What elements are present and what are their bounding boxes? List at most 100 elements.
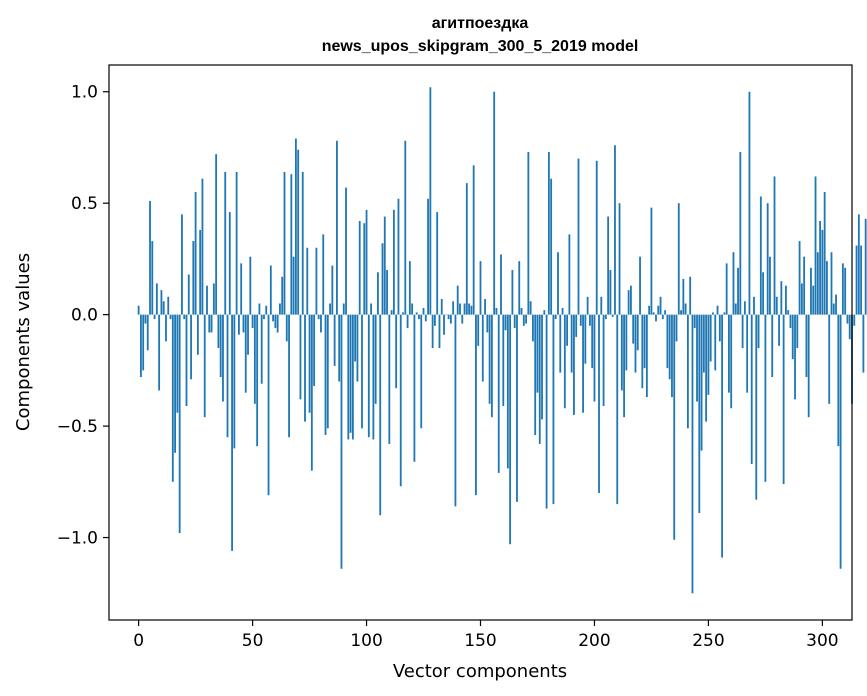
bar-259 (728, 314, 730, 393)
bar-217 (632, 314, 635, 344)
bar-2 (142, 314, 145, 371)
bar-311 (846, 314, 849, 324)
bar-40 (228, 212, 231, 315)
bar-192 (575, 314, 578, 337)
bar-260 (730, 314, 733, 409)
bar-120 (411, 303, 414, 315)
bar-248 (702, 314, 705, 373)
bar-38 (224, 171, 227, 315)
bar-158 (497, 314, 500, 473)
bar-103 (372, 314, 375, 440)
bar-22 (187, 274, 190, 315)
bar-25 (194, 192, 197, 315)
bar-121 (413, 314, 416, 462)
bar-90 (342, 303, 345, 315)
bar-142 (461, 314, 464, 324)
bar-255 (718, 314, 721, 342)
bar-47 (244, 314, 247, 393)
bar-218 (634, 314, 637, 373)
bar-193 (577, 158, 580, 315)
bar-219 (636, 314, 639, 351)
bar-91 (345, 187, 347, 315)
bar-215 (627, 290, 630, 315)
bar-279 (773, 176, 776, 315)
bar-225 (650, 207, 653, 315)
bar-166 (516, 314, 518, 502)
bar-305 (832, 303, 835, 315)
bar-314 (853, 314, 856, 326)
bar-307 (837, 314, 840, 447)
bar-138 (452, 301, 455, 315)
bar-147 (472, 165, 475, 315)
bar-122 (415, 312, 418, 315)
bar-178 (543, 310, 546, 315)
bar-26 (196, 314, 199, 355)
bar-281 (778, 314, 780, 346)
bar-303 (828, 314, 831, 404)
bar-119 (408, 261, 411, 315)
bar-4 (146, 314, 149, 351)
bar-253 (714, 314, 717, 371)
bar-263 (737, 267, 739, 315)
bar-109 (386, 270, 388, 315)
bar-285 (787, 310, 790, 315)
bar-273 (759, 196, 762, 315)
bar-111 (390, 310, 393, 315)
bar-156 (493, 91, 496, 315)
bar-79 (317, 314, 320, 320)
bar-101 (367, 314, 370, 438)
bar-135 (445, 314, 448, 316)
bar-262 (734, 303, 737, 315)
bar-210 (616, 314, 619, 505)
bar-35 (217, 314, 220, 349)
bar-197 (586, 296, 589, 315)
bar-53 (258, 303, 261, 315)
bar-282 (780, 281, 783, 315)
bar-152 (484, 299, 486, 315)
bar-42 (233, 314, 236, 449)
bar-252 (712, 312, 714, 315)
bar-77 (313, 314, 316, 386)
bar-309 (841, 263, 844, 315)
bar-266 (743, 301, 746, 315)
bar-54 (260, 314, 263, 384)
bar-7 (153, 314, 156, 320)
bar-270 (753, 296, 755, 315)
bar-177 (541, 314, 543, 420)
bar-199 (591, 314, 594, 369)
y-tick-label: −0.5 (57, 417, 98, 437)
bar-49 (249, 256, 252, 315)
bar-83 (326, 314, 329, 429)
bar-6 (151, 241, 154, 315)
bar-86 (333, 314, 336, 366)
bar-69 (294, 138, 297, 315)
bar-233 (668, 314, 671, 380)
bar-201 (595, 160, 598, 315)
bar-242 (689, 276, 692, 315)
bar-157 (495, 307, 498, 315)
bar-82 (324, 314, 327, 435)
bar-151 (481, 314, 484, 382)
bar-162 (506, 314, 509, 469)
bar-237 (677, 203, 680, 315)
bar-18 (178, 314, 181, 534)
bar-116 (402, 312, 404, 315)
bar-247 (700, 314, 703, 451)
bar-100 (365, 209, 368, 315)
bar-67 (290, 174, 293, 315)
bar-1 (140, 314, 142, 378)
bar-107 (381, 243, 384, 315)
bar-17 (176, 314, 179, 413)
bar-21 (185, 314, 188, 407)
bar-64 (283, 171, 286, 315)
x-tick-label: 100 (350, 631, 382, 651)
bar-0 (137, 305, 140, 315)
bar-241 (686, 314, 689, 429)
bar-110 (388, 314, 391, 444)
bar-160 (502, 314, 505, 407)
bar-89 (340, 314, 343, 569)
bar-48 (247, 314, 249, 355)
bar-16 (174, 314, 176, 453)
bar-161 (504, 314, 507, 331)
plot-frame (108, 64, 853, 621)
